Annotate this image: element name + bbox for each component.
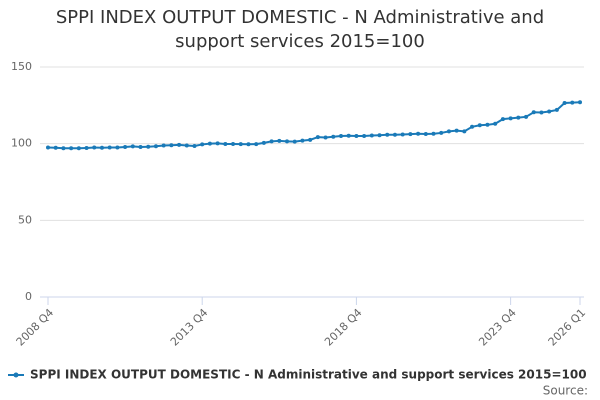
- point: [462, 129, 467, 134]
- point: [392, 132, 397, 137]
- point: [53, 145, 58, 150]
- point: [377, 133, 382, 138]
- line: [47, 101, 581, 150]
- point: [539, 110, 544, 115]
- point: [477, 123, 482, 128]
- point: [446, 129, 451, 134]
- point: [292, 139, 297, 144]
- point: [254, 142, 259, 147]
- point: [123, 145, 128, 150]
- point: [46, 145, 50, 150]
- point: [92, 145, 97, 150]
- point: [416, 131, 421, 136]
- point: [277, 138, 282, 143]
- x-tick-label: 2013 Q4: [168, 306, 211, 349]
- point: [408, 132, 413, 137]
- y-tick-label: 100: [11, 137, 32, 150]
- point: [169, 143, 174, 148]
- point: [238, 142, 243, 147]
- point: [531, 110, 536, 115]
- x-tick-label: 2023 Q4: [476, 306, 519, 349]
- y-tick-label: 50: [18, 213, 32, 226]
- point: [470, 124, 475, 129]
- point: [161, 143, 166, 148]
- point: [562, 101, 567, 106]
- source: Source:: [543, 384, 588, 398]
- point: [346, 133, 351, 138]
- point: [323, 135, 328, 140]
- point: [454, 128, 459, 133]
- point: [269, 139, 274, 144]
- point: [231, 141, 236, 146]
- point: [69, 146, 74, 151]
- point: [338, 134, 343, 138]
- point: [285, 139, 290, 144]
- point: [439, 130, 444, 135]
- point: [508, 116, 513, 121]
- point: [570, 100, 575, 105]
- point: [146, 144, 151, 149]
- point: [61, 146, 66, 151]
- chart-title: SPPI INDEX OUTPUT DOMESTIC - N Administr…: [55, 7, 545, 52]
- point: [308, 137, 313, 142]
- point: [246, 142, 251, 147]
- point: [400, 132, 405, 137]
- point: [431, 131, 436, 136]
- point: [107, 145, 112, 150]
- point: [485, 122, 490, 127]
- point: [554, 107, 559, 112]
- point: [177, 142, 182, 147]
- point: [223, 141, 228, 146]
- point: [84, 145, 89, 150]
- y-tick-label: 0: [25, 290, 32, 303]
- x-tick-label: 2026 Q1: [546, 306, 589, 349]
- point: [423, 132, 428, 137]
- point: [315, 135, 320, 140]
- point: [261, 140, 266, 145]
- legend-marker: [13, 372, 19, 378]
- x-tick-label: 2008 Q4: [14, 306, 57, 349]
- point: [99, 145, 104, 150]
- point: [200, 142, 205, 147]
- point: [369, 133, 374, 138]
- point: [385, 132, 390, 137]
- x-tick-label: 2018 Q4: [322, 306, 365, 349]
- point: [524, 114, 529, 119]
- point: [300, 138, 305, 143]
- point: [215, 141, 220, 146]
- point: [547, 109, 552, 114]
- point: [192, 143, 197, 148]
- point: [578, 100, 582, 105]
- point: [331, 134, 336, 139]
- point: [500, 117, 505, 122]
- point: [153, 144, 158, 149]
- y-tick-label: 150: [11, 60, 32, 73]
- point: [207, 141, 212, 146]
- point: [184, 143, 189, 148]
- point: [354, 134, 359, 138]
- point: [130, 144, 135, 149]
- point: [493, 121, 498, 126]
- point: [76, 146, 81, 151]
- legend-label: SPPI INDEX OUTPUT DOMESTIC - N Administr…: [30, 368, 587, 382]
- point: [516, 115, 521, 120]
- point: [115, 145, 120, 150]
- point: [138, 145, 143, 150]
- point: [362, 134, 367, 138]
